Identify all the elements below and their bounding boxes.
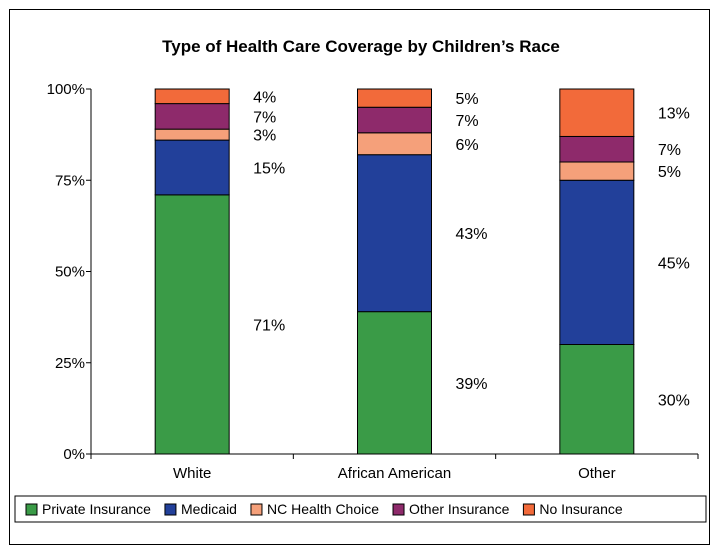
data-label: 43% xyxy=(456,226,488,243)
bar-segment xyxy=(559,344,635,455)
data-label: 13% xyxy=(658,106,690,123)
data-label: 30% xyxy=(658,392,690,409)
y-tick-label: 25% xyxy=(55,355,85,372)
data-label: 5% xyxy=(658,164,681,181)
y-tick-label: 100% xyxy=(47,81,85,98)
stacked-bar-chart: Type of Health Care Coverage by Children… xyxy=(14,37,707,523)
bar-segment xyxy=(154,88,230,105)
chart-title: Type of Health Care Coverage by Children… xyxy=(162,37,560,56)
legend-entry: No Insurance xyxy=(539,501,622,517)
data-label: 7% xyxy=(456,113,479,130)
legend-swatch xyxy=(164,503,177,516)
data-label: 39% xyxy=(456,376,488,393)
x-category-label: Other xyxy=(578,465,616,482)
legend-swatch xyxy=(522,503,535,516)
data-label: 7% xyxy=(253,109,276,126)
bar-segment xyxy=(559,179,635,345)
bar-segment xyxy=(154,128,230,141)
axes: 0% 25% 50% 75% 100% White African American Othe… xyxy=(47,81,699,482)
data-label: 71% xyxy=(253,317,285,334)
bar-segment xyxy=(357,154,432,313)
data-label: 3% xyxy=(253,128,276,145)
legend: Private Insurance Medicaid NC Health Choic… xyxy=(14,495,707,523)
bar-segment xyxy=(559,88,635,137)
legend-entry: Other Insurance xyxy=(409,501,510,517)
data-label: 45% xyxy=(658,255,690,272)
bar-segment xyxy=(154,139,230,196)
chart-frame: Type of Health Care Coverage by Children… xyxy=(9,9,710,545)
y-tick-label: 0% xyxy=(63,446,85,463)
bar-segment xyxy=(357,132,432,156)
legend-entry: Medicaid xyxy=(181,501,237,517)
x-category-label: African American xyxy=(338,465,451,482)
bar-segment xyxy=(357,311,432,455)
bars: 71% 15% 3% 7% 4% 39% 43% 6% 7% 5% 30% 45% 5% 7% 13% xyxy=(154,88,690,455)
data-label: 15% xyxy=(253,160,285,177)
legend-swatch xyxy=(392,503,405,516)
bar-segment xyxy=(154,194,230,455)
bar-segment xyxy=(357,106,432,134)
legend-entry: Private Insurance xyxy=(42,501,151,517)
legend-box xyxy=(14,495,707,523)
data-label: 5% xyxy=(456,91,479,108)
bar-segment xyxy=(154,103,230,130)
data-label: 4% xyxy=(253,89,276,106)
legend-entry: NC Health Choice xyxy=(267,501,379,517)
data-label: 7% xyxy=(658,142,681,159)
data-label: 6% xyxy=(456,137,479,154)
legend-swatch xyxy=(250,503,263,516)
y-tick-label: 50% xyxy=(55,264,85,281)
x-category-label: White xyxy=(173,465,211,482)
bar-segment xyxy=(559,135,635,163)
legend-swatch xyxy=(25,503,38,516)
bar-segment xyxy=(559,161,635,181)
y-tick-label: 75% xyxy=(55,172,85,189)
bar-segment xyxy=(357,88,432,108)
